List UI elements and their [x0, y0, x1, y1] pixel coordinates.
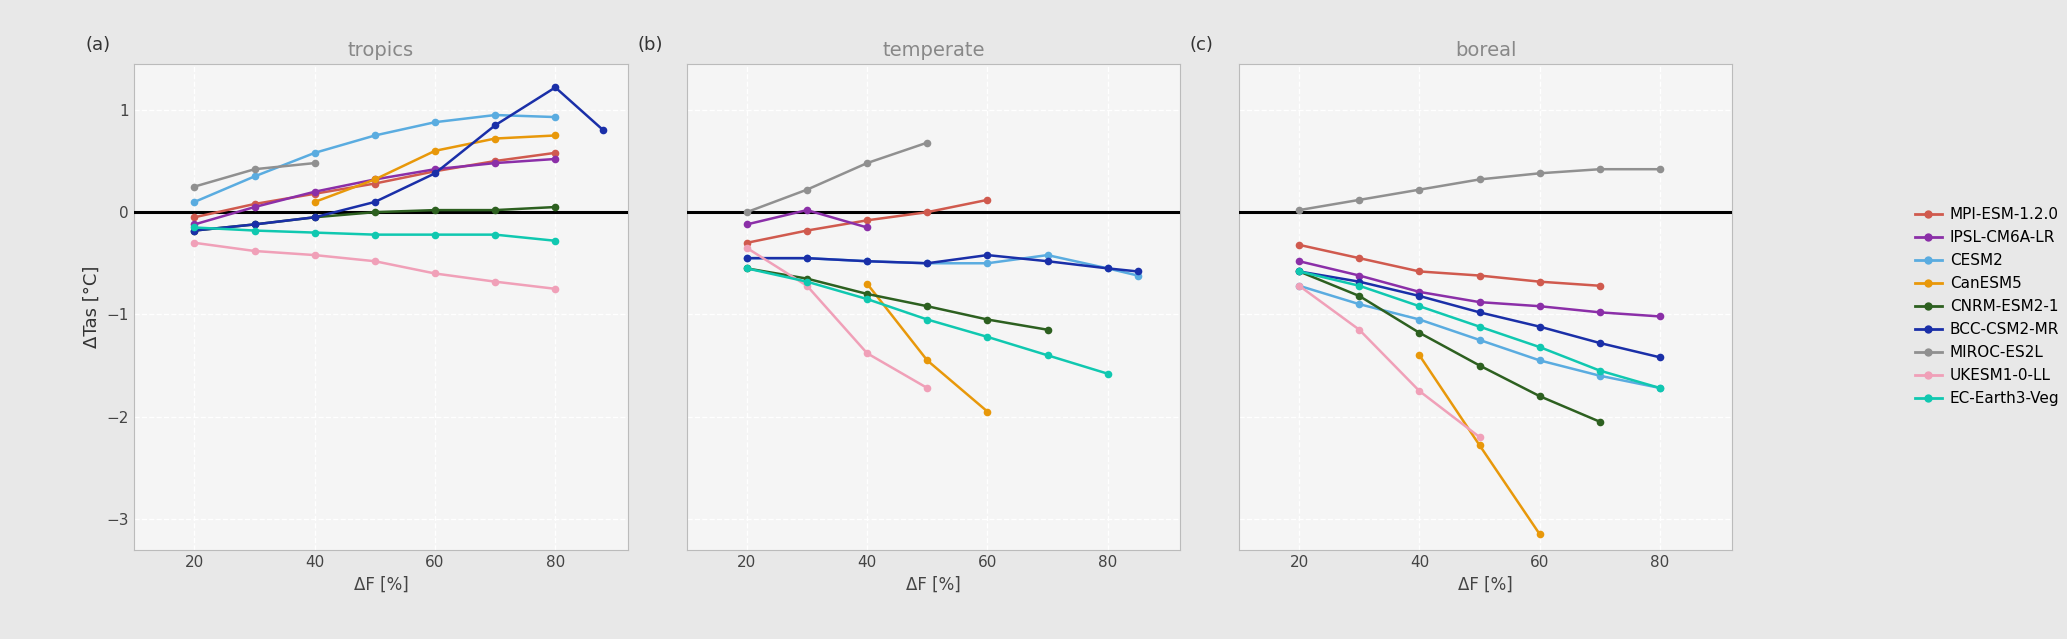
X-axis label: ΔF [%]: ΔF [%]	[353, 576, 409, 594]
Title: temperate: temperate	[883, 40, 984, 59]
Title: boreal: boreal	[1455, 40, 1517, 59]
Y-axis label: ΔTas [°C]: ΔTas [°C]	[83, 266, 101, 348]
Text: (b): (b)	[637, 36, 664, 54]
Title: tropics: tropics	[347, 40, 413, 59]
Text: (a): (a)	[85, 36, 110, 54]
X-axis label: ΔF [%]: ΔF [%]	[1457, 576, 1513, 594]
X-axis label: ΔF [%]: ΔF [%]	[905, 576, 961, 594]
Text: (c): (c)	[1191, 36, 1213, 54]
Legend: MPI-ESM-1.2.0, IPSL-CM6A-LR, CESM2, CanESM5, CNRM-ESM2-1, BCC-CSM2-MR, MIROC-ES2: MPI-ESM-1.2.0, IPSL-CM6A-LR, CESM2, CanE…	[1914, 208, 2059, 406]
